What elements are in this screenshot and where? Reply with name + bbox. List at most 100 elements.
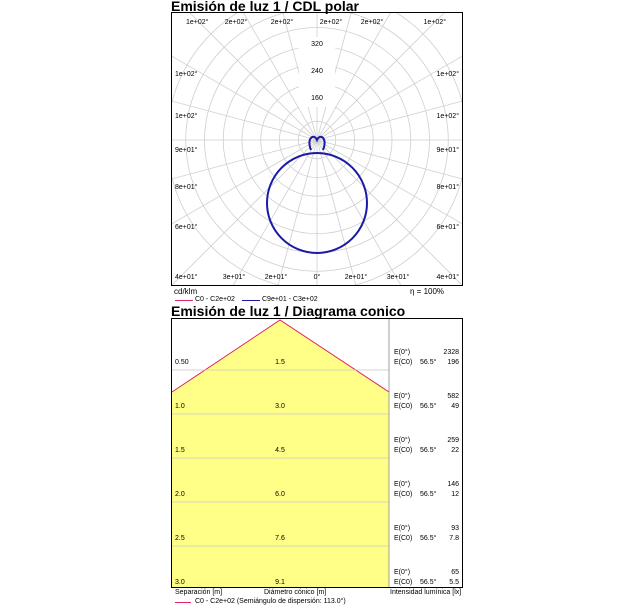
polar-angle-label-right: 1e+02° [437, 112, 460, 120]
polar-angle-label-right: 9e+01° [437, 146, 460, 154]
cone-fill [172, 320, 389, 587]
polar-angle-label-top: 1e+02° [424, 18, 447, 26]
polar-grid-spoke [316, 13, 391, 141]
cone-angle-label: 56.5° [420, 358, 437, 366]
polar-curves [266, 135, 368, 254]
cone-e0-label: E(0°) [394, 392, 410, 400]
polar-angle-label-bottom: 0° [314, 273, 321, 281]
legend-swatch-c90 [242, 300, 260, 301]
polar-angle-label-top: 2e+02° [361, 18, 384, 26]
cone-ec0-label: E(C0) [394, 491, 412, 498]
polar-angle-label-right: 1e+02° [437, 70, 460, 78]
cone-angle-label: 56.5° [420, 446, 437, 454]
cone-legend-swatch [175, 602, 191, 603]
cone-e0-value: 93 [451, 525, 459, 532]
cone-ec0-label: E(C0) [394, 359, 412, 366]
polar-unit-label: cd/klm [174, 287, 198, 296]
cone-e0-label: E(0°) [394, 524, 410, 532]
polar-angle-label-top: 1e+02° [186, 18, 209, 26]
cone-separation-label: 2.5 [175, 535, 185, 542]
polar-grid-spoke [316, 139, 462, 225]
polar-grid-spoke [316, 139, 402, 285]
cone-ec0-value: 7.8 [449, 535, 459, 542]
polar-efficiency-label: η = 100% [410, 287, 445, 296]
cone-ec0-label: E(C0) [394, 447, 412, 454]
polar-angle-label-top: 2e+02° [320, 18, 343, 26]
polar-curve-c90 [266, 152, 368, 254]
polar-radial-tick-label: 240 [311, 68, 323, 75]
cone-e0-value: 259 [447, 437, 459, 444]
separation-axis-label: Separación [m] [175, 589, 223, 596]
polar-angle-label-bottom: 3e+01° [223, 273, 246, 281]
cone-e0-value: 582 [447, 393, 459, 400]
cone-ec0-value: 12 [451, 491, 459, 498]
cone-ec0-value: 196 [447, 359, 459, 366]
cone-legend-label: C0 - C2e+02 (Semiángulo de dispersión: 1… [195, 598, 346, 605]
polar-angle-label-left: 6e+01° [175, 223, 198, 231]
cone-separation-label: 0.50 [175, 359, 189, 366]
cone-diameter-label: 7.6 [275, 535, 285, 542]
polar-angle-label-left: 1e+02° [175, 112, 198, 120]
legend-swatch-c0 [175, 300, 193, 301]
polar-grid-spoke [172, 139, 318, 225]
polar-angle-label-left: 8e+01° [175, 183, 198, 191]
diameter-axis-label: Diámetro cónico [m] [264, 589, 327, 596]
cone-diameter-label: 4.5 [275, 447, 285, 454]
intensity-axis-label: Intensidad lumínica [lx] [390, 589, 462, 596]
polar-grid-spoke [277, 139, 318, 285]
cone-e0-label: E(0°) [394, 480, 410, 488]
polar-grid-spoke [316, 100, 462, 141]
cone-e0-value: 65 [451, 569, 459, 576]
legend-label-c90: C9e+01 - C3e+02 [262, 296, 318, 303]
cone-e0-label: E(0°) [394, 436, 410, 444]
cone-separation-label: 3.0 [175, 579, 185, 586]
polar-curve-lobe [308, 135, 326, 151]
polar-grid-spoke [172, 55, 318, 141]
polar-grid-spoke [189, 13, 318, 141]
polar-grid-spoke [172, 139, 318, 285]
polar-grid-spoke [172, 100, 318, 141]
cone-ec0-value: 22 [451, 447, 459, 454]
cone-diameter-label: 1.5 [275, 359, 285, 366]
polar-chart-title: Emisión de luz 1 / CDL polar [171, 0, 359, 14]
cone-separation-label: 1.5 [175, 447, 185, 454]
cone-ec0-label: E(C0) [394, 535, 412, 542]
cone-e0-label: E(0°) [394, 568, 410, 576]
polar-grid-spoke [316, 55, 462, 141]
cone-chart-title: Emisión de luz 1 / Diagrama conico [171, 303, 406, 319]
polar-grid-spoke [316, 139, 462, 285]
polar-chart: 160 240 320 1e+02° 2e+02° 2e+02° 2e+02° 2e+02° 1… [172, 13, 462, 285]
polar-angle-label-right: 6e+01° [437, 223, 460, 231]
cone-chart-frame [171, 318, 463, 588]
cone-angle-label: 56.5° [420, 578, 437, 586]
cone-diameter-label: 3.0 [275, 403, 285, 410]
polar-angle-label-top: 2e+02° [225, 18, 248, 26]
polar-angle-label-bottom: 2e+01° [345, 273, 368, 281]
polar-angle-label-top: 2e+02° [271, 18, 294, 26]
cone-e0-value: 2328 [443, 349, 459, 356]
polar-grid-spoke [232, 139, 318, 285]
polar-radial-tick-label: 160 [311, 95, 323, 102]
polar-angle-label-left: 9e+01° [175, 146, 198, 154]
polar-grid-spoke [172, 139, 318, 180]
polar-radial-tick-label: 320 [311, 41, 323, 48]
cone-ec0-label: E(C0) [394, 403, 412, 410]
cone-diameter-label: 6.0 [275, 491, 285, 498]
polar-angle-label-right: 4e+01° [437, 273, 460, 281]
polar-grid-spoke [316, 139, 462, 180]
cone-ec0-value: 5.5 [449, 579, 459, 586]
polar-grid-spoke [316, 139, 357, 285]
polar-angle-label-bottom: 3e+01° [387, 273, 410, 281]
cone-e0-value: 146 [447, 481, 459, 488]
polar-grid-spoke [316, 13, 445, 141]
cone-angle-label: 56.5° [420, 490, 437, 498]
polar-radial-label-bg [299, 37, 335, 107]
cone-ec0-value: 49 [451, 403, 459, 410]
cone-separation-label: 2.0 [175, 491, 185, 498]
polar-angle-label-right: 8e+01° [437, 183, 460, 191]
cone-e0-label: E(0°) [394, 348, 410, 356]
cone-separation-label: 1.0 [175, 403, 185, 410]
cone-ec0-label: E(C0) [394, 579, 412, 586]
polar-angle-label-left: 4e+01° [175, 273, 198, 281]
